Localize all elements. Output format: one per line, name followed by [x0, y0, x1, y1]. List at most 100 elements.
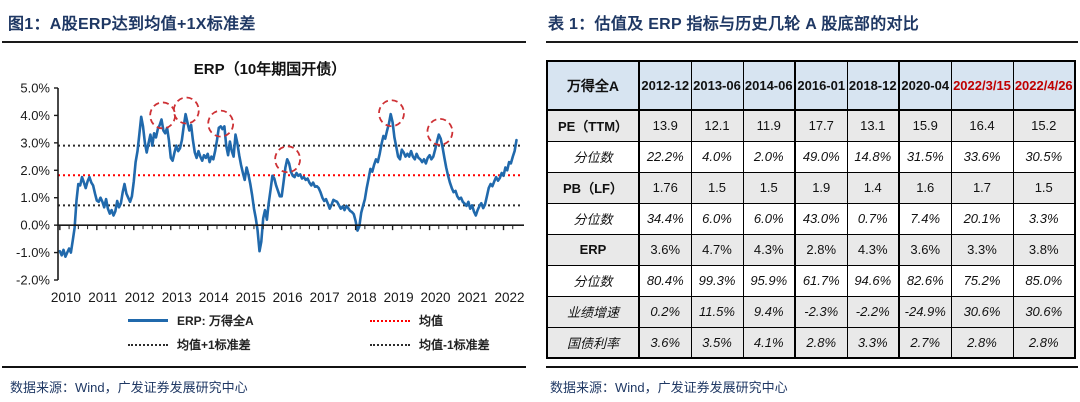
table-cell: 30.5% [1012, 140, 1076, 173]
table-cell: 33.6% [950, 140, 1014, 173]
x-tick-label: 2014 [199, 290, 230, 305]
table-header-cell: 2013-06 [690, 60, 744, 111]
table-cell: 3.6% [638, 233, 692, 266]
table-cell: 12.1 [690, 109, 744, 142]
table-cell: 15.9 [898, 109, 952, 142]
table-cell: 49.0% [794, 140, 848, 173]
table-cell: 17.7 [794, 109, 848, 142]
legend-label: 均值-1标准差 [419, 338, 490, 352]
table-cell: 13.1 [846, 109, 900, 142]
y-tick-label: 4.0% [20, 108, 50, 123]
table-cell: 95.9% [742, 264, 796, 297]
legend-label: 均值 [419, 314, 444, 328]
x-tick-label: 2013 [162, 290, 192, 305]
table-row: 国债利率 3.6% 3.5% 4.1% 2.8% 3.3% 2.7% 2.8% 2.8% [546, 326, 1076, 359]
table-cell: 3.5% [690, 326, 744, 359]
table-panel: 表 1：估值及 ERP 指标与历史几轮 A 股底部的对比 万得全A 2012-12… [540, 0, 1080, 402]
table-cell: 9.4% [742, 295, 796, 328]
y-tick-label: 3.0% [20, 135, 50, 150]
table-row: PE（TTM） 13.9 12.1 11.9 17.7 13.1 15.9 16.4 15.2 [546, 109, 1076, 142]
erp-series-line [58, 112, 518, 258]
x-tick-label: 2020 [421, 290, 451, 305]
table-cell: 3.3% [950, 233, 1014, 266]
table-row: ERP 3.6% 4.7% 4.3% 2.8% 4.3% 3.6% 3.3% 3.8% [546, 233, 1076, 266]
table-cell: -2.3% [794, 295, 848, 328]
table-cell: 4.0% [690, 140, 744, 173]
peak-circle-annotation [426, 117, 454, 146]
table-cell: 11.9 [742, 109, 796, 142]
figure-panel: 图1：A股ERP达到均值+1X标准差 ERP（10年期国开债） 5.0% 4.0%… [2, 16, 526, 395]
table-cell: 85.0% [1012, 264, 1076, 297]
x-tick-label: 2019 [384, 290, 414, 305]
valuation-comparison-table: 万得全A 2012-12 2013-06 2014-06 2016-01 2018-12 2… [546, 60, 1076, 359]
table-row: 业绩增速 0.2% 11.5% 9.4% -2.3% -2.2% -24.9% 30.6% 30… [546, 295, 1076, 328]
row-label-cell: 分位数 [546, 140, 640, 173]
table-source: 数据来源：Wind，广发证券发展研究中心 [550, 380, 788, 395]
table-cell: 14.8% [846, 140, 900, 173]
table-cell: 0.7% [846, 202, 900, 235]
table-cell: 80.4% [638, 264, 692, 297]
erp-line-chart: 5.0% 4.0% 3.0% 2.0% 1.0% 0.0% -1.0% -2.0%2010 20… [16, 81, 525, 306]
table-cell: 15.2 [1012, 109, 1076, 142]
axes: 5.0% 4.0% 3.0% 2.0% 1.0% 0.0% -1.0% -2.0%2010 20… [16, 81, 525, 306]
table-header-cell: 2014-06 [742, 60, 796, 111]
table-cell: 30.6% [950, 295, 1014, 328]
row-label-cell: ERP [546, 233, 640, 266]
table-header-cell: 2022/4/26 [1012, 60, 1076, 111]
table-cell: 75.2% [950, 264, 1014, 297]
legend-item: 均值-1标准差 [370, 336, 570, 353]
x-tick-label: 2021 [458, 290, 488, 305]
figure-title: 图1：A股ERP达到均值+1X标准差 [8, 16, 256, 33]
legend-label: 均值+1标准差 [177, 338, 251, 352]
table-cell: 34.4% [638, 202, 692, 235]
x-tick-label: 2016 [273, 290, 303, 305]
table-cell: 30.6% [1012, 295, 1076, 328]
x-tick-label: 2011 [88, 290, 117, 305]
table-cell: 82.6% [898, 264, 952, 297]
table-cell: 1.76 [638, 171, 692, 204]
x-tick-label: 2022 [494, 290, 524, 305]
table-header-cell: 2022/3/15 [950, 60, 1014, 111]
reference-lines [58, 144, 522, 207]
row-label-cell: PE（TTM） [546, 109, 640, 142]
table-cell: 1.5 [1012, 171, 1076, 204]
row-label-cell: PB（LF） [546, 171, 640, 204]
table-row: 分位数 22.2% 4.0% 2.0% 49.0% 14.8% 31.5% 33.6% 30.5… [546, 140, 1076, 173]
x-tick-label: 2010 [51, 290, 81, 305]
peak-circle-annotation [207, 109, 235, 138]
legend-line-marker [128, 319, 168, 322]
table-cell: 3.6% [898, 233, 952, 266]
table-cell: 1.4 [846, 171, 900, 204]
table-header-cell: 2020-04 [898, 60, 952, 111]
table-cell: 4.7% [690, 233, 744, 266]
legend-item: ERP: 万得全A [128, 312, 370, 329]
table-cell: 1.5 [742, 171, 796, 204]
table-cell: 43.0% [794, 202, 848, 235]
table-cell: 1.6 [898, 171, 952, 204]
table-header-cell: 2018-12 [846, 60, 900, 111]
table-cell: 2.7% [898, 326, 952, 359]
table-row: 分位数 80.4% 99.3% 95.9% 61.7% 94.6% 82.6% 75.2% 85… [546, 264, 1076, 297]
peak-circles [149, 96, 454, 174]
legend-item: 均值 [370, 312, 570, 329]
table-cell: 2.8% [794, 326, 848, 359]
table-cell: 22.2% [638, 140, 692, 173]
table-cell: 61.7% [794, 264, 848, 297]
row-label-cell: 业绩增速 [546, 295, 640, 328]
table-cell: 11.5% [690, 295, 744, 328]
table-row: 分位数 34.4% 6.0% 6.0% 43.0% 0.7% 7.4% 20.1% 3.3% [546, 202, 1076, 235]
title-divider [2, 41, 526, 43]
table-header-cell: 2016-01 [794, 60, 848, 111]
table-cell: 31.5% [898, 140, 952, 173]
row-label-cell: 国债利率 [546, 326, 640, 359]
table-cell: 3.8% [1012, 233, 1076, 266]
table-cell: 7.4% [898, 202, 952, 235]
y-tick-label: 2.0% [20, 163, 50, 178]
x-tick-label: 2015 [236, 290, 266, 305]
table-cell: 1.7 [950, 171, 1014, 204]
source-divider [546, 366, 1078, 368]
table-cell: 2.8% [794, 233, 848, 266]
table-cell: 6.0% [690, 202, 744, 235]
x-tick-label: 2012 [125, 290, 155, 305]
chart-legend: ERP: 万得全A 均值均值+1标准差 均值-1标准差 [128, 312, 570, 353]
